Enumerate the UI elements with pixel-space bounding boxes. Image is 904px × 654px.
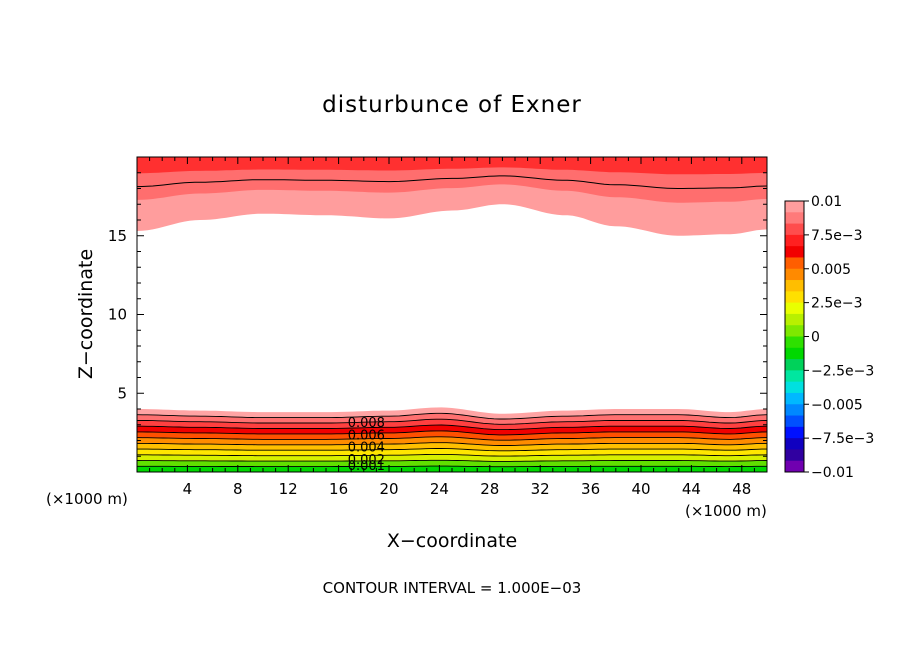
colorbar-swatch: [785, 302, 804, 315]
x-tick-label: 40: [631, 480, 650, 498]
colorbar-swatch: [785, 359, 804, 371]
colorbar-label: 0: [811, 330, 820, 346]
lower-contour-line: [137, 465, 767, 468]
colorbar: [784, 200, 805, 473]
x-tick-label: 36: [581, 480, 600, 498]
colorbar-swatch: [785, 313, 804, 326]
colorbar-swatch: [785, 381, 804, 394]
x-tick-label: 48: [732, 480, 751, 498]
contour-interval-note: CONTOUR INTERVAL = 1.000E−03: [323, 579, 582, 597]
colorbar-label: 7.5e−3: [811, 228, 863, 244]
lower-contour-line: [137, 442, 767, 446]
colorbar-swatch: [785, 201, 804, 213]
x-tick-label: 32: [531, 480, 550, 498]
upper-contour-line: [136, 175, 768, 189]
x-tick-label: 16: [329, 480, 348, 498]
colorbar-label: −0.005: [811, 397, 863, 413]
x-axis-label: X−coordinate: [387, 530, 517, 552]
contour-label: 0.008: [348, 416, 385, 431]
colorbar-swatch: [785, 449, 804, 462]
lower-contour-line: [137, 430, 768, 436]
colorbar-swatch: [785, 212, 804, 225]
contour-lines: [136, 175, 768, 468]
x-tick-label: 28: [480, 480, 499, 498]
colorbar-swatch: [785, 325, 804, 337]
lower-contour-line: [136, 412, 768, 420]
colorbar-swatch: [785, 234, 804, 247]
x-unit-label-right: (×1000 m): [685, 502, 767, 520]
colorbar-swatch: [785, 438, 804, 450]
colorbar-swatch: [785, 246, 804, 258]
lower-contour-line: [137, 448, 767, 452]
y-axis-label: Z−coordinate: [75, 249, 97, 379]
colorbar-swatch: [785, 223, 804, 236]
colorbar-swatch: [785, 404, 804, 417]
colorbar-swatch: [785, 426, 804, 439]
contour-label: 0.004: [348, 441, 385, 456]
colorbar-swatch: [785, 460, 804, 473]
x-tick-label: 24: [430, 480, 449, 498]
x-tick-label: 12: [279, 480, 298, 498]
colorbar-swatch: [785, 336, 804, 349]
lower-contour-line: [136, 459, 768, 462]
lower-contour-line: [136, 436, 768, 441]
x-tick-label: 20: [379, 480, 398, 498]
x-axis-ticks: 4 8 12 16 20 24 28 32 36 40 44 48: [149, 157, 755, 498]
colorbar-swatch: [785, 291, 804, 304]
colorbar-label: −2.5e−3: [811, 363, 874, 379]
lower-contour-line: [137, 424, 768, 431]
colorbar-swatch: [785, 268, 804, 281]
colorbar-label: −7.5e−3: [811, 431, 874, 447]
x-tick-label: 44: [682, 480, 701, 498]
contour-label: 0.002: [348, 453, 385, 468]
plot-area: [137, 157, 767, 472]
upper-band-2: [137, 157, 767, 175]
colorbar-label: 0.01: [811, 194, 842, 210]
lower-contour-line: [137, 418, 768, 425]
colorbar-label: 0.005: [811, 262, 851, 278]
contour-label: 0.006: [348, 428, 385, 443]
x-tick-label: 4: [183, 480, 193, 498]
y-axis-ticks: 5 10 15: [108, 172, 767, 457]
colorbar-label: 2.5e−3: [811, 296, 863, 312]
chart-title: disturbunce of Exner: [322, 92, 582, 118]
colorbar-swatch: [785, 257, 804, 270]
y-tick-label: 10: [108, 306, 127, 324]
x-tick-label: 8: [233, 480, 243, 498]
y-tick-label: 5: [117, 384, 127, 402]
colorbar-labels: 0.01 7.5e−3 0.005 2.5e−3 0 −2.5e−3 −0.005 −7.5e…: [804, 194, 874, 481]
contour-label: 0.001: [348, 459, 385, 474]
colorbar-label: −0.01: [811, 465, 854, 481]
colorbar-swatch: [785, 347, 804, 360]
colorbar-swatch: [785, 415, 804, 428]
colorbar-swatch: [785, 280, 804, 292]
y-tick-label: 15: [108, 227, 127, 245]
lower-contour-line: [137, 453, 768, 457]
x-unit-label: (×1000 m): [46, 490, 128, 508]
colorbar-swatch: [785, 392, 804, 405]
colorbar-swatch: [785, 370, 804, 383]
